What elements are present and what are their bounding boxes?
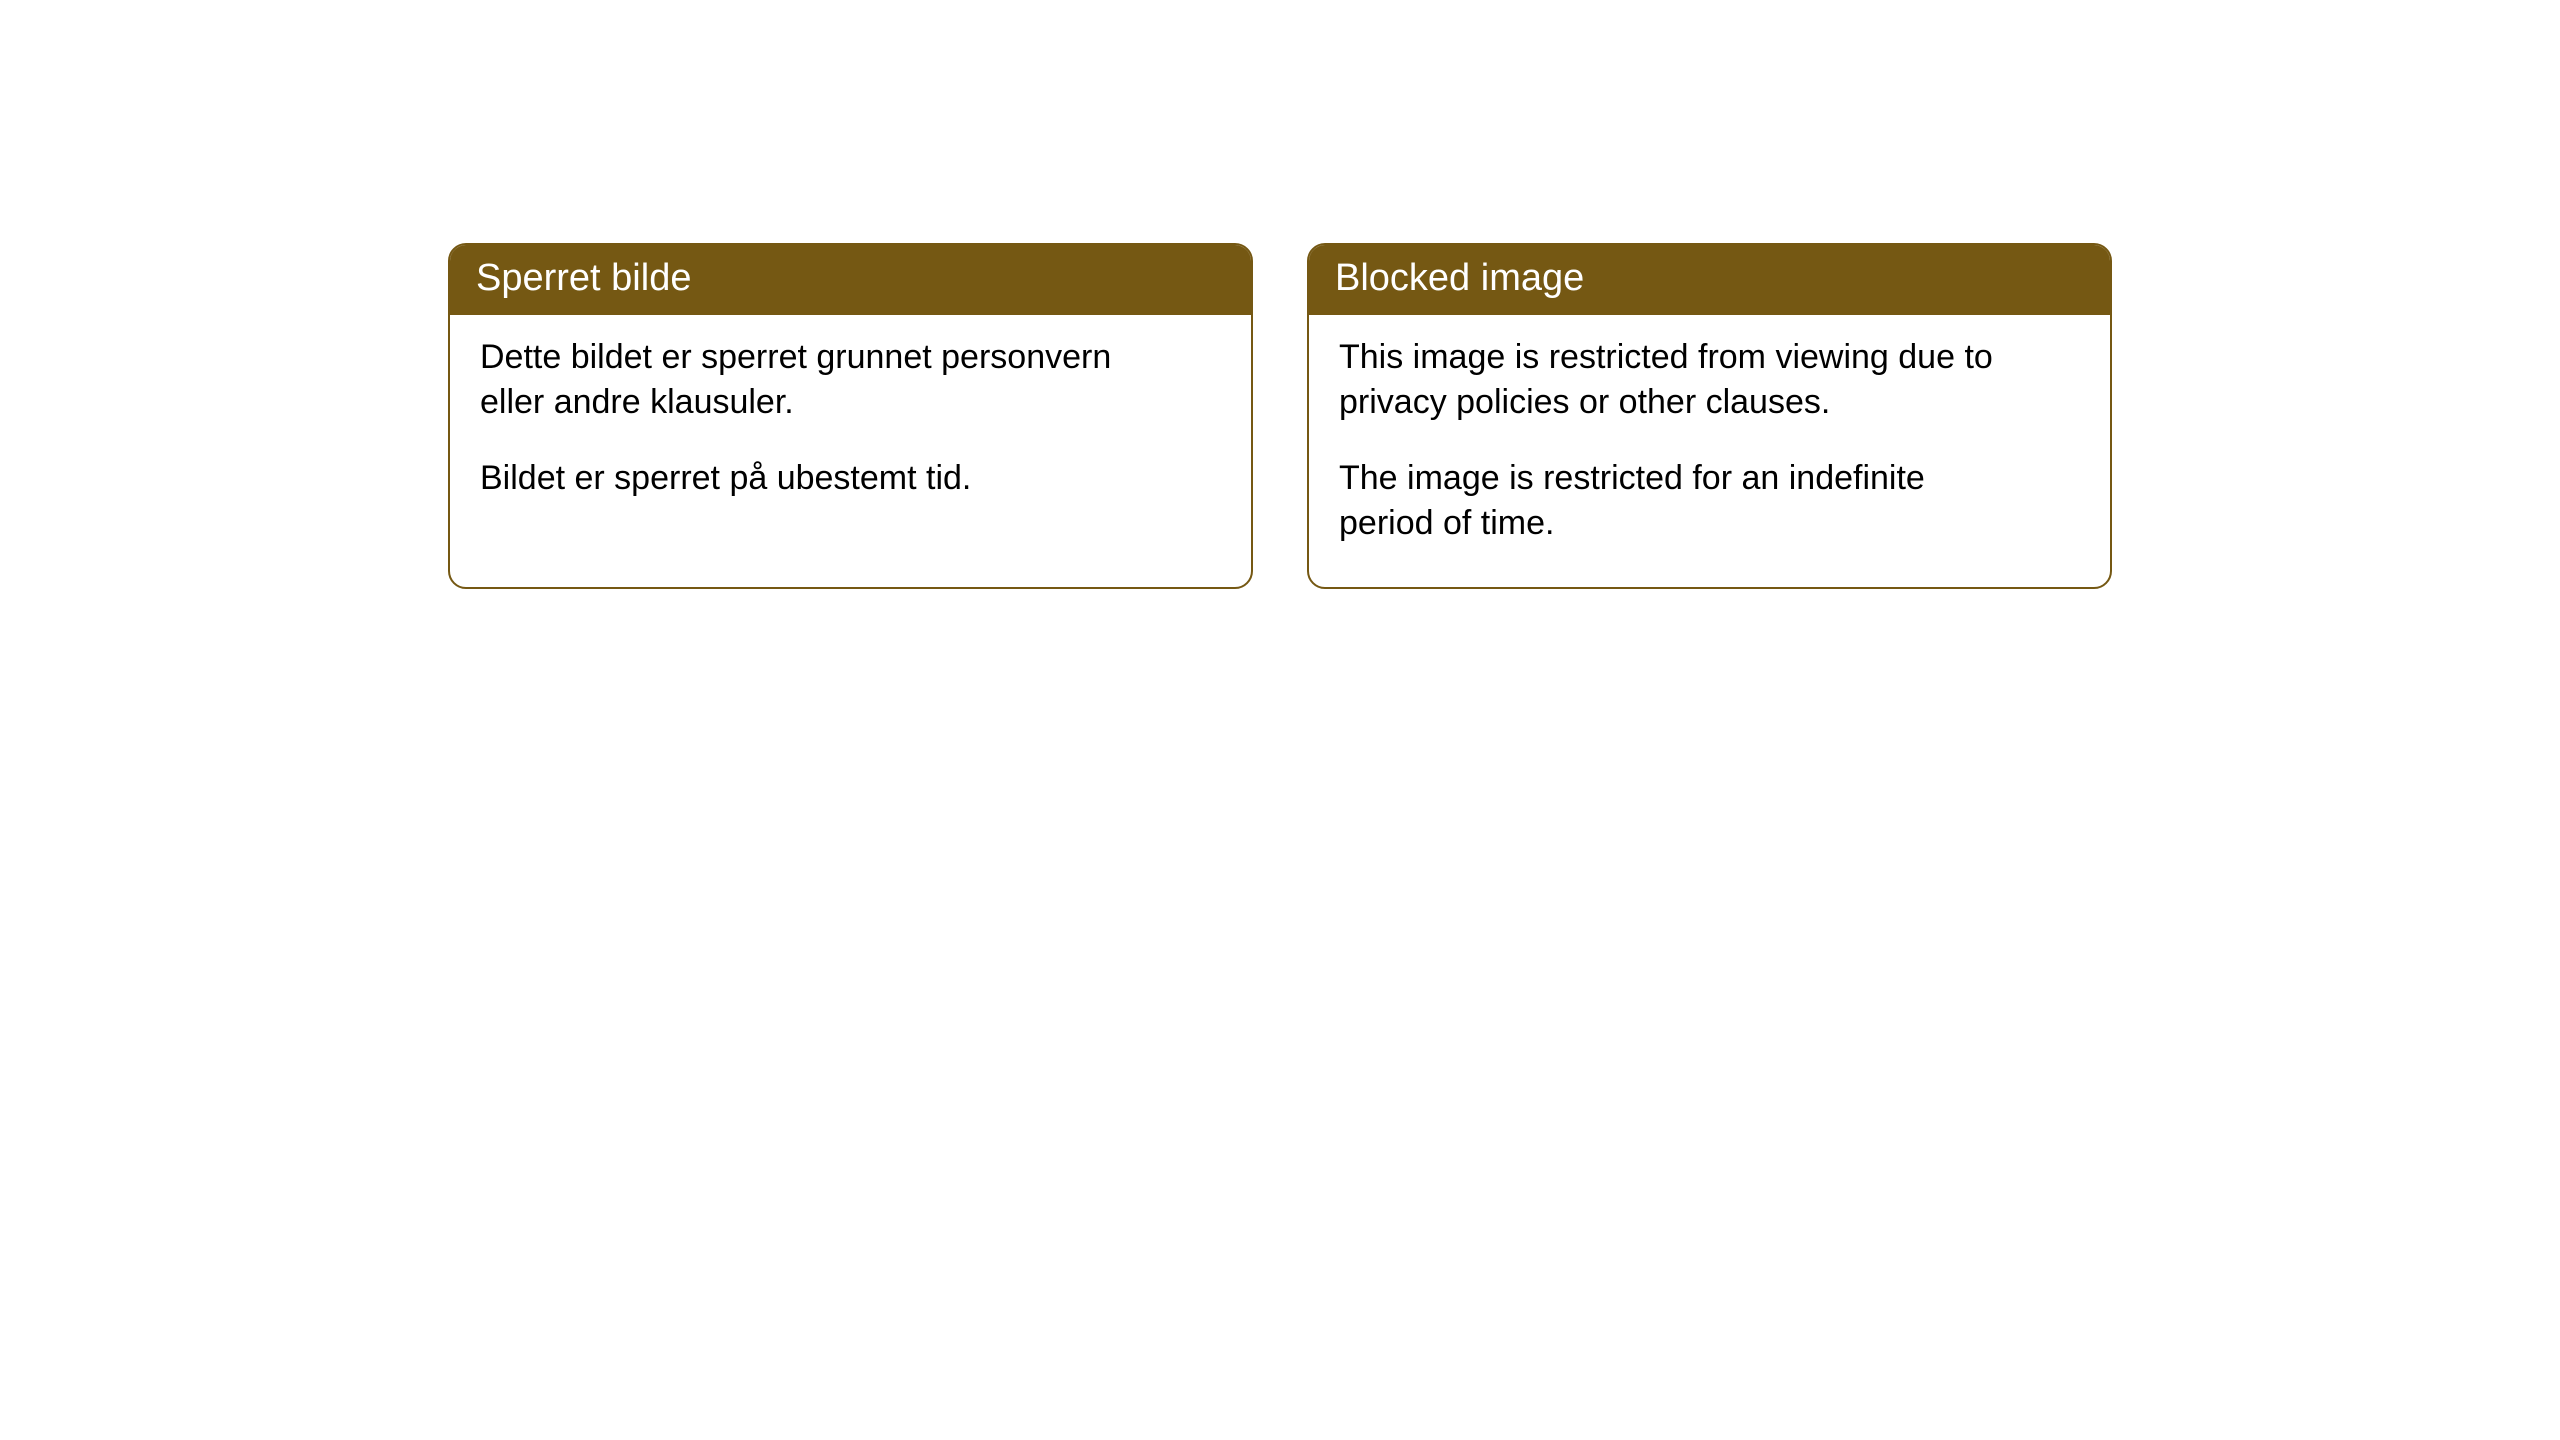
- card-header: Blocked image: [1309, 245, 2110, 315]
- card-body: This image is restricted from viewing du…: [1309, 315, 2110, 587]
- notice-cards-container: Sperret bilde Dette bildet er sperret gr…: [0, 0, 2560, 589]
- card-paragraph: Dette bildet er sperret grunnet personve…: [480, 335, 1221, 426]
- card-paragraph: Bildet er sperret på ubestemt tid.: [480, 456, 1221, 502]
- card-title: Sperret bilde: [476, 257, 691, 299]
- card-paragraph: This image is restricted from viewing du…: [1339, 335, 2080, 426]
- card-paragraph: The image is restricted for an indefinit…: [1339, 456, 2080, 547]
- card-title: Blocked image: [1335, 257, 1584, 299]
- notice-card-norwegian: Sperret bilde Dette bildet er sperret gr…: [448, 243, 1253, 589]
- card-body: Dette bildet er sperret grunnet personve…: [450, 315, 1251, 542]
- notice-card-english: Blocked image This image is restricted f…: [1307, 243, 2112, 589]
- card-header: Sperret bilde: [450, 245, 1251, 315]
